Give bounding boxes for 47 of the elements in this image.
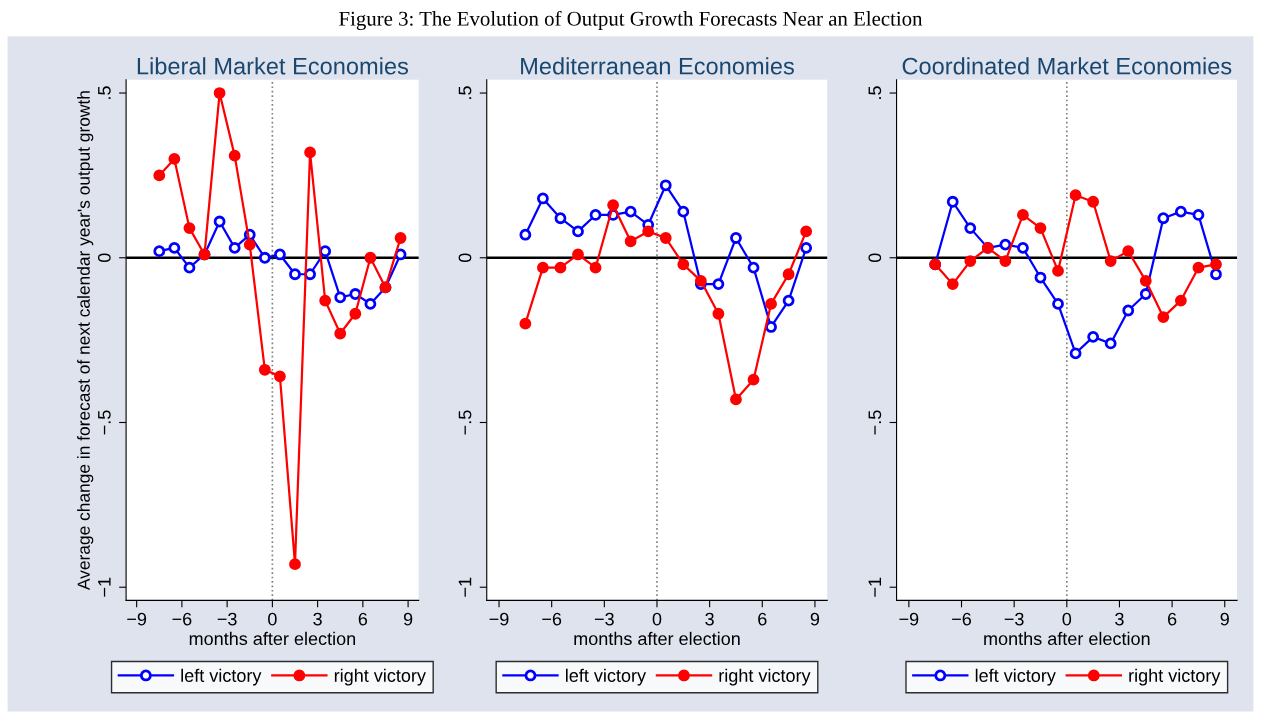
x-tick-label: −6	[172, 612, 192, 626]
caption: Figure 3: The Evolution of Output Growth Forecasts Near an Election	[339, 10, 923, 31]
x-tick-label: −6	[542, 612, 562, 626]
x-tick-label: −3	[594, 612, 614, 626]
x-tick-label: 6	[758, 612, 767, 626]
x-tick-label: 6	[358, 612, 368, 626]
legend-label: left victory	[566, 668, 647, 686]
y-axis-title: Average change in forecast of next calendar year's output growth	[77, 91, 94, 591]
x-tick-label: 0	[652, 612, 662, 626]
legend-label: left victory	[181, 668, 262, 686]
y-tick-label: −1	[458, 577, 472, 597]
x-tick-label: 9	[810, 612, 820, 626]
y-tick-label: .5	[458, 86, 472, 99]
y-tick-label: −1	[98, 577, 111, 597]
y-tick-label: 0	[97, 253, 111, 263]
x-tick-label: 6	[1168, 612, 1177, 626]
x-axis-title: months after election	[189, 631, 356, 646]
x-tick-label: 9	[1220, 612, 1229, 626]
x-tick-label: 9	[403, 612, 413, 626]
y-tick-label: 0	[458, 253, 472, 263]
legend-label: left victory	[975, 668, 1056, 686]
x-tick-label: −3	[1004, 612, 1024, 626]
y-tick-label: −.5	[458, 410, 472, 435]
legend-label: right victory	[334, 668, 426, 686]
x-tick-label: 3	[1115, 612, 1124, 626]
chart-title: Coordinated Market Economies	[902, 57, 1232, 75]
x-tick-label: −9	[899, 612, 919, 626]
y-tick-label: −.5	[98, 410, 111, 435]
x-tick-label: −3	[217, 612, 237, 626]
legend-label: right victory	[1129, 668, 1221, 686]
y-tick-label: −.5	[868, 410, 882, 435]
y-tick-label: .5	[98, 86, 111, 99]
x-tick-label: 3	[705, 612, 714, 626]
x-axis-title: months after election	[574, 631, 740, 646]
y-tick-label: 0	[868, 253, 882, 263]
x-axis-title: months after election	[984, 631, 1150, 646]
chart-title: Liberal Market Economies	[137, 57, 409, 75]
chart-title: Mediterranean Economies	[521, 57, 794, 75]
legend-label: right victory	[719, 668, 811, 686]
x-tick-label: 0	[1062, 612, 1072, 626]
y-tick-label: −1	[868, 577, 882, 597]
x-tick-label: −9	[489, 612, 509, 626]
y-tick-label: .5	[868, 86, 882, 99]
x-tick-label: −9	[127, 612, 147, 626]
x-tick-label: 0	[268, 612, 277, 626]
x-tick-label: −6	[952, 612, 971, 626]
x-tick-label: 3	[313, 612, 322, 626]
